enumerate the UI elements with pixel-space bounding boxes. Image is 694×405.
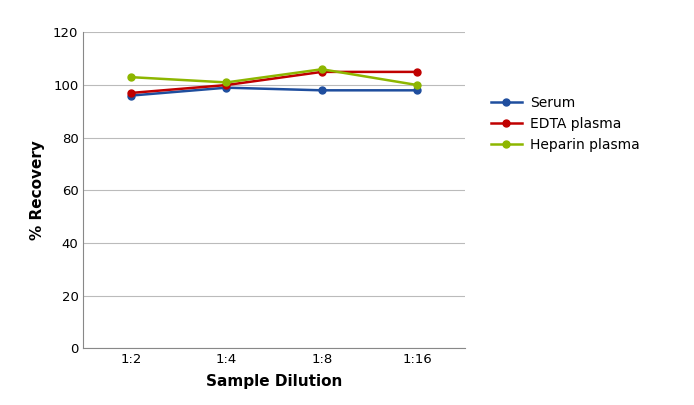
Serum	[413, 88, 421, 93]
Heparin plasma	[413, 83, 421, 87]
Line: Serum: Serum	[128, 84, 421, 99]
Line: EDTA plasma: EDTA plasma	[128, 68, 421, 96]
Serum	[222, 85, 230, 90]
EDTA plasma	[127, 91, 135, 96]
EDTA plasma	[318, 70, 326, 75]
Serum	[127, 93, 135, 98]
EDTA plasma	[222, 83, 230, 87]
Serum	[318, 88, 326, 93]
Heparin plasma	[127, 75, 135, 79]
Y-axis label: % Recovery: % Recovery	[30, 141, 44, 240]
X-axis label: Sample Dilution: Sample Dilution	[206, 375, 342, 390]
Heparin plasma	[222, 80, 230, 85]
EDTA plasma	[413, 70, 421, 75]
Heparin plasma	[318, 67, 326, 72]
Line: Heparin plasma: Heparin plasma	[128, 66, 421, 89]
Legend: Serum, EDTA plasma, Heparin plasma: Serum, EDTA plasma, Heparin plasma	[491, 96, 640, 152]
